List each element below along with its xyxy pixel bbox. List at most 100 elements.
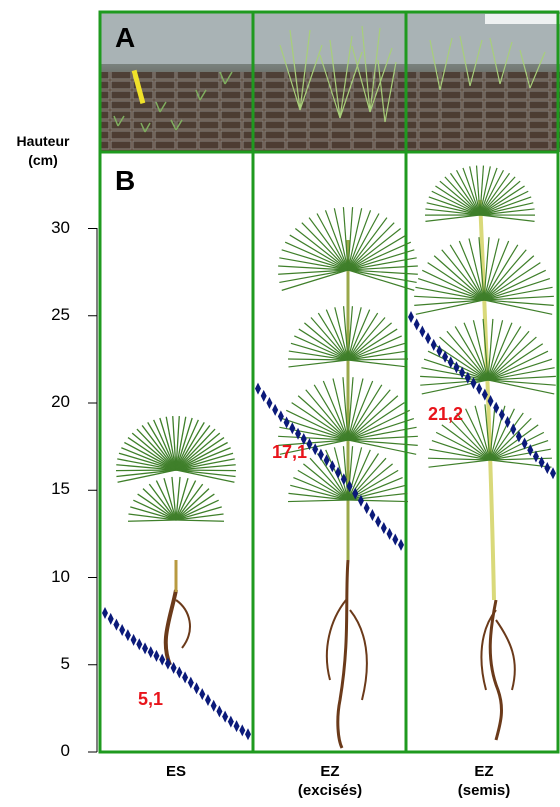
height-marker-diamond	[312, 443, 319, 456]
height-marker-diamond	[255, 382, 261, 395]
height-marker-diamond	[532, 450, 539, 463]
height-marker-diamond	[459, 366, 466, 379]
height-marker-diamond	[363, 501, 370, 514]
height-marker-diamond	[130, 633, 137, 646]
height-marker-diamond	[425, 332, 432, 345]
height-marker-diamond	[392, 533, 399, 546]
category-label: EZ (semis)	[424, 762, 544, 800]
height-marker-diamond	[210, 699, 217, 712]
height-marker-diamond	[272, 403, 279, 416]
value-label: 5,1	[138, 689, 164, 709]
y-axis	[88, 228, 98, 753]
height-marker-diamond	[300, 432, 307, 445]
height-marker-diamond	[233, 720, 240, 733]
height-marker-diamond	[124, 629, 131, 642]
height-marker-diamond	[398, 538, 404, 551]
height-marker-diamond	[187, 676, 194, 689]
category-label-line1: EZ	[474, 763, 494, 780]
height-marker-diamond	[340, 473, 347, 486]
height-marker-diamond	[119, 624, 126, 637]
height-marker-diamond	[317, 448, 324, 461]
height-marker-diamond	[289, 422, 296, 435]
height-marker-diamond	[295, 427, 302, 440]
y-tick-label: 10	[51, 566, 70, 586]
y-tick-label: 15	[51, 479, 70, 499]
panel-a-photo	[100, 12, 560, 152]
height-marker-diamond	[413, 318, 420, 331]
y-axis-title-line1: Hauteur	[16, 133, 70, 149]
height-marker-diamond	[346, 480, 353, 493]
height-marker-diamond	[182, 671, 189, 684]
y-tick-label: 20	[51, 392, 70, 411]
height-marker-diamond	[216, 705, 223, 718]
y-tick-label: 5	[60, 653, 70, 673]
plant-ez-excises	[278, 207, 418, 749]
value-label: 21,2	[428, 404, 464, 425]
y-axis-title: Hauteur (cm)	[0, 132, 88, 170]
height-marker-diamond	[419, 325, 426, 338]
height-marker-diamond	[245, 728, 251, 741]
height-marker-diamond	[204, 693, 211, 706]
height-marker-diamond	[538, 456, 545, 469]
category-label: EZ (excisés)	[270, 762, 390, 800]
height-marker-diamond	[352, 487, 359, 500]
y-axis-title-line2: (cm)	[28, 152, 58, 168]
height-marker-diamond	[550, 467, 556, 480]
plant-es	[115, 416, 237, 666]
height-marker-diamond	[113, 618, 120, 631]
panel-b-label: B	[115, 165, 136, 196]
value-label: 17,1	[272, 441, 308, 462]
height-marker-diamond	[357, 494, 364, 507]
height-marker-diamond	[521, 437, 528, 450]
height-marker-diamond	[306, 438, 313, 451]
height-marker-diamond	[510, 423, 517, 436]
height-marker-diamond	[369, 508, 376, 521]
height-marker-diamond	[386, 527, 393, 540]
category-label-line1: EZ	[320, 763, 340, 780]
height-marker-diamond	[102, 607, 108, 620]
height-marker-diamond	[176, 666, 183, 679]
panel-a-label: A	[115, 22, 136, 53]
height-marker-diamond	[481, 388, 488, 401]
y-tick-label: 25	[51, 304, 70, 324]
height-marker-diamond	[153, 649, 160, 662]
height-marker-diamond	[335, 466, 342, 479]
height-marker-diamond	[464, 371, 471, 384]
height-marker-diamond	[283, 416, 290, 429]
category-label-line2: (excisés)	[297, 782, 363, 799]
y-tick-label: 30	[51, 217, 70, 237]
height-marker-diamond	[147, 646, 154, 659]
height-marker-diamond	[136, 638, 143, 651]
height-marker-diamond	[515, 430, 522, 443]
height-marker-diamond	[476, 382, 483, 395]
height-marker-diamond	[375, 515, 382, 528]
height-marker-diamond	[222, 710, 229, 723]
height-marker-diamond	[266, 396, 273, 409]
height-marker-diamond	[504, 415, 511, 428]
height-marker-diamond	[199, 688, 206, 701]
height-marker-diamond	[527, 444, 534, 457]
height-markers	[102, 311, 556, 741]
height-marker-diamond	[544, 461, 551, 474]
height-marker-diamond	[329, 460, 336, 473]
plant-ez-semis	[414, 165, 556, 741]
height-marker-diamond	[260, 389, 267, 402]
height-marker-diamond	[159, 653, 166, 666]
height-marker-diamond	[493, 401, 500, 414]
height-marker-diamond	[380, 521, 387, 534]
height-marker-diamond	[239, 724, 246, 737]
height-marker-diamond	[170, 661, 177, 674]
height-marker-diamond	[227, 715, 234, 728]
height-marker-diamond	[107, 612, 114, 625]
category-label-line2: (semis)	[457, 782, 511, 799]
height-marker-diamond	[447, 356, 454, 369]
height-marker-diamond	[498, 408, 505, 421]
y-tick-label: 0	[60, 741, 70, 760]
category-label-line1: ES	[165, 763, 186, 780]
height-marker-diamond	[193, 682, 200, 695]
height-marker-diamond	[164, 657, 171, 670]
height-marker-diamond	[453, 361, 460, 374]
height-marker-diamond	[430, 338, 437, 351]
panel-borders	[98, 10, 560, 754]
